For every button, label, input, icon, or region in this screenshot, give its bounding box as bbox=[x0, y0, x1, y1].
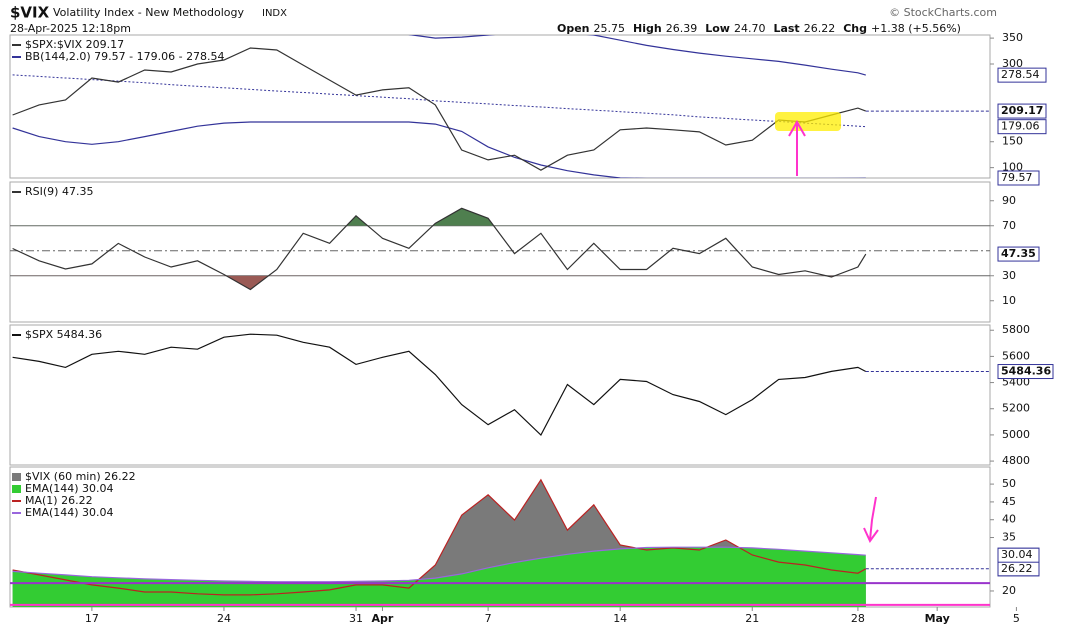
y-tick-label: 40 bbox=[1002, 513, 1016, 526]
value-labels: 278.54 179.06 79.57 209.17 47.35 5484.36 26.22… bbox=[997, 67, 1054, 577]
quote-label: Open bbox=[557, 22, 590, 35]
y-tick-label: 100 bbox=[1002, 161, 1023, 174]
panel-frame bbox=[9, 324, 991, 466]
y-tick-label: 10 bbox=[1002, 294, 1016, 307]
quote-label: Chg bbox=[843, 22, 867, 35]
legend-label: EMA(144) 30.04 bbox=[25, 482, 114, 495]
annotation-arrow-head bbox=[863, 527, 879, 543]
quote-label: Low bbox=[705, 22, 730, 35]
value-box-label: 5484.36 bbox=[1001, 365, 1051, 378]
source: © StockCharts.com bbox=[889, 6, 997, 19]
value-box-label: 278.54 bbox=[1001, 68, 1040, 81]
value-box-label: 30.04 bbox=[1001, 548, 1033, 561]
band-middle bbox=[12, 74, 866, 128]
y-tick-label: 20 bbox=[1002, 584, 1016, 597]
instrument-name: Volatility Index - New Methodology bbox=[53, 6, 244, 19]
panel: 20 35 40 45 50 17 24 31 Apr 7 14 21 28 May 5 $VIX (60 m… bbox=[9, 466, 1020, 625]
series-line bbox=[12, 546, 866, 583]
panel-content bbox=[12, 333, 867, 436]
legend-label: BB(144,2.0) 79.57 - 179.06 - 278.54 bbox=[25, 50, 225, 63]
panel-frame bbox=[9, 181, 991, 323]
panel: 100 150 300 350 $SPX:$VIX 209.17BB(144,2.0) … bbox=[9, 31, 1023, 179]
panel-content bbox=[10, 207, 990, 291]
value-box bbox=[997, 246, 1040, 262]
y-tick-label: 5600 bbox=[1002, 349, 1030, 362]
legend-label: $SPX:$VIX 209.17 bbox=[25, 38, 124, 51]
panel-content bbox=[12, 35, 867, 178]
panel-frame bbox=[9, 34, 991, 179]
quote-value: 26.39 bbox=[666, 22, 698, 35]
panel-content bbox=[12, 478, 867, 607]
x-tick-label: 14 bbox=[613, 612, 627, 625]
x-tick-label: 21 bbox=[745, 612, 759, 625]
band-upper bbox=[408, 35, 866, 76]
value-box bbox=[997, 170, 1040, 186]
value-box-label: 26.22 bbox=[1001, 562, 1033, 575]
quote-value: 24.70 bbox=[734, 22, 766, 35]
y-tick-label: 35 bbox=[1002, 531, 1016, 544]
date: 28-Apr-2025 12:18pm bbox=[10, 22, 131, 35]
value-box bbox=[997, 103, 1047, 119]
series-line bbox=[12, 333, 867, 436]
x-tick-label: 24 bbox=[217, 612, 231, 625]
value-box bbox=[997, 547, 1040, 563]
legend-label: $VIX (60 min) 26.22 bbox=[25, 470, 136, 483]
value-box bbox=[997, 364, 1054, 380]
quote-value: 25.75 bbox=[594, 22, 626, 35]
symbol: $VIX bbox=[10, 4, 50, 22]
x-tick-label: 31 bbox=[349, 612, 363, 625]
area bbox=[12, 547, 866, 607]
panel: 10 30 70 90 RSI(9) 47.35 bbox=[9, 181, 1016, 323]
y-tick-label: 30 bbox=[1002, 269, 1016, 282]
series-line bbox=[12, 207, 867, 291]
highlight bbox=[775, 112, 841, 131]
exchange: INDX bbox=[262, 8, 287, 19]
x-tick-label: Apr bbox=[372, 612, 394, 625]
quote: Open 25.75 High 26.39 Low 24.70 Last 26.22 Chg +1… bbox=[557, 22, 961, 35]
legend-label: MA(1) 26.22 bbox=[25, 494, 93, 507]
y-tick-label: 70 bbox=[1002, 219, 1016, 232]
y-tick-label: 5200 bbox=[1002, 402, 1030, 415]
legend-label: RSI(9) 47.35 bbox=[25, 185, 93, 198]
x-tick-label: May bbox=[925, 612, 950, 625]
legend-swatch bbox=[12, 473, 21, 481]
y-tick-label: 350 bbox=[1002, 31, 1023, 44]
value-box-label: 209.17 bbox=[1001, 104, 1043, 117]
value-box bbox=[997, 67, 1047, 83]
quote-label: High bbox=[633, 22, 662, 35]
legend-label: EMA(144) 30.04 bbox=[25, 506, 114, 519]
value-box bbox=[997, 119, 1047, 135]
annotation-arrow-head bbox=[788, 119, 806, 137]
x-tick-label: 17 bbox=[85, 612, 99, 625]
y-tick-label: 90 bbox=[1002, 194, 1016, 207]
y-tick-label: 50 bbox=[1002, 477, 1016, 490]
quote-label: Last bbox=[773, 22, 799, 35]
y-tick-label: 45 bbox=[1002, 495, 1016, 508]
value-box-label: 79.57 bbox=[1001, 171, 1033, 184]
y-tick-label: 300 bbox=[1002, 57, 1023, 70]
x-tick-label: 5 bbox=[1013, 612, 1020, 625]
y-tick-label: 5800 bbox=[1002, 323, 1030, 336]
value-box-label: 47.35 bbox=[1001, 247, 1036, 260]
value-box-label: 179.06 bbox=[1001, 120, 1040, 133]
y-tick-label: 150 bbox=[1002, 135, 1023, 148]
annotation-arrow bbox=[869, 496, 877, 541]
quote-value: +1.38 (+5.56%) bbox=[871, 22, 961, 35]
overbought-fill bbox=[12, 208, 866, 226]
y-tick-label: 4800 bbox=[1002, 454, 1030, 467]
quote-value: 26.22 bbox=[804, 22, 836, 35]
plots: 100 150 300 350 $SPX:$VIX 209.17BB(144,2.0) … bbox=[9, 31, 1030, 625]
y-tick-label: 5000 bbox=[1002, 428, 1030, 441]
series-line bbox=[12, 47, 867, 171]
x-tick-label: 7 bbox=[485, 612, 492, 625]
legend-swatch bbox=[12, 485, 21, 493]
x-tick-label: 28 bbox=[851, 612, 865, 625]
legend-label: $SPX 5484.36 bbox=[25, 328, 102, 341]
